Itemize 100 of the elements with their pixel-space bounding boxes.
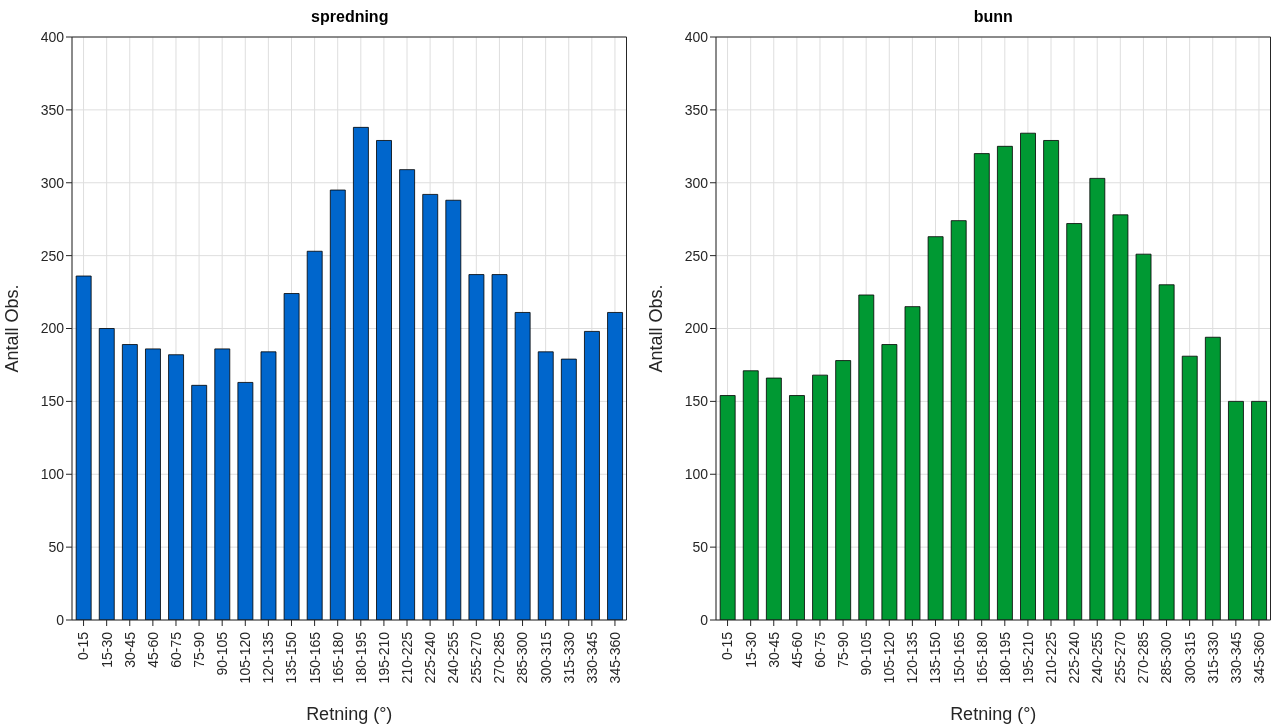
x-tick-label: 30-45: [765, 631, 782, 668]
x-tick-label: 90-105: [214, 631, 231, 676]
bar: [491, 274, 508, 620]
x-tick-label: 90-105: [857, 631, 874, 676]
bar: [765, 377, 782, 620]
bar: [121, 344, 138, 620]
x-tick-label: 330-345: [583, 631, 600, 684]
chart-title: bunn: [972, 8, 1014, 26]
bar: [237, 382, 254, 620]
x-tick-label: 150-165: [306, 631, 323, 684]
x-tick-label: 225-240: [1065, 631, 1082, 684]
y-tick-label: 200: [40, 320, 65, 337]
bar: [950, 220, 967, 620]
bar: [376, 140, 392, 620]
x-tick-label: 15-30: [98, 631, 115, 668]
y-tick-label: 100: [684, 466, 708, 483]
bar: [811, 374, 828, 620]
y-tick-label: 200: [684, 320, 708, 337]
bar: [1227, 400, 1244, 620]
x-tick-label: 60-75: [811, 631, 828, 668]
bar: [283, 293, 300, 620]
x-tick-label: 45-60: [144, 631, 161, 668]
bar: [719, 395, 736, 620]
x-tick-label: 75-90: [834, 631, 851, 668]
x-axis-title: Retning (°): [306, 704, 393, 724]
bar: [788, 395, 805, 620]
bar: [973, 153, 990, 620]
chart-title: spredning: [310, 8, 390, 26]
x-tick-label: 60-75: [167, 631, 184, 668]
x-tick-label: 165-180: [329, 631, 346, 684]
x-tick-label: 330-345: [1227, 631, 1244, 684]
y-tick-label: 300: [40, 174, 65, 191]
y-tick-label: 50: [48, 539, 65, 556]
bar: [75, 275, 92, 620]
y-tick-label: 350: [40, 101, 65, 118]
y-tick-label: 100: [40, 466, 65, 483]
x-tick-label: 45-60: [788, 631, 805, 668]
bar: [168, 354, 184, 620]
x-tick-label: 315-330: [1204, 631, 1221, 684]
x-tick-label: 135-150: [926, 631, 943, 684]
bar: [468, 274, 485, 620]
bar: [1065, 223, 1082, 620]
bar: [1158, 284, 1175, 620]
bar: [560, 358, 577, 620]
bar: [329, 189, 346, 620]
x-tick-label: 210-225: [398, 631, 415, 684]
bar: [191, 384, 208, 620]
bar: [1112, 214, 1128, 620]
bar: [1042, 140, 1059, 620]
x-tick-label: 270-285: [491, 631, 508, 684]
x-tick-label: 240-255: [1088, 631, 1105, 684]
x-tick-label: 300-315: [537, 631, 554, 684]
y-tick-label: 350: [684, 101, 708, 118]
y-tick-label: 300: [684, 174, 708, 191]
x-tick-label: 255-270: [468, 631, 485, 684]
x-tick-label: 255-270: [1111, 631, 1128, 684]
bar: [514, 312, 531, 620]
y-axis-title: Antall Obs.: [2, 284, 22, 373]
x-tick-label: 75-90: [190, 631, 207, 668]
bar: [260, 351, 277, 620]
bar: [834, 360, 851, 620]
x-tick-label: 315-330: [560, 631, 577, 684]
x-tick-label: 105-120: [237, 631, 254, 684]
x-tick-label: 0-15: [718, 631, 735, 661]
x-tick-label: 120-135: [903, 631, 920, 684]
bar: [880, 344, 897, 620]
x-tick-label: 345-360: [606, 631, 623, 684]
x-tick-label: 210-225: [1042, 631, 1059, 684]
bar: [399, 169, 416, 620]
y-tick-label: 150: [684, 393, 708, 410]
bar: [353, 126, 369, 620]
y-tick-label: 400: [684, 28, 708, 45]
x-tick-label: 270-285: [1134, 631, 1151, 684]
bar: [98, 328, 115, 620]
x-tick-label: 0-15: [75, 631, 92, 661]
bar: [607, 312, 623, 620]
bar: [145, 348, 161, 620]
y-tick-label: 0: [56, 611, 65, 628]
x-tick-label: 240-255: [445, 631, 462, 684]
y-tick-label: 400: [40, 28, 65, 45]
bar: [422, 194, 439, 620]
y-tick-label: 250: [40, 247, 65, 264]
x-tick-label: 225-240: [422, 631, 439, 684]
bar: [1019, 132, 1036, 620]
bar: [857, 294, 874, 620]
y-tick-label: 250: [684, 247, 708, 264]
x-tick-label: 165-180: [973, 631, 990, 684]
bar: [742, 370, 759, 620]
x-tick-label: 120-135: [260, 631, 277, 684]
x-axis-title: Retning (°): [949, 704, 1036, 724]
bar: [214, 348, 231, 620]
bar: [445, 199, 462, 620]
x-tick-label: 300-315: [1181, 631, 1198, 684]
bar: [996, 145, 1013, 620]
x-tick-label: 195-210: [375, 631, 392, 684]
x-tick-label: 180-195: [996, 631, 1013, 684]
bar: [1135, 253, 1151, 620]
x-tick-label: 345-360: [1250, 631, 1267, 684]
x-tick-label: 105-120: [880, 631, 897, 684]
y-tick-label: 150: [40, 393, 65, 410]
